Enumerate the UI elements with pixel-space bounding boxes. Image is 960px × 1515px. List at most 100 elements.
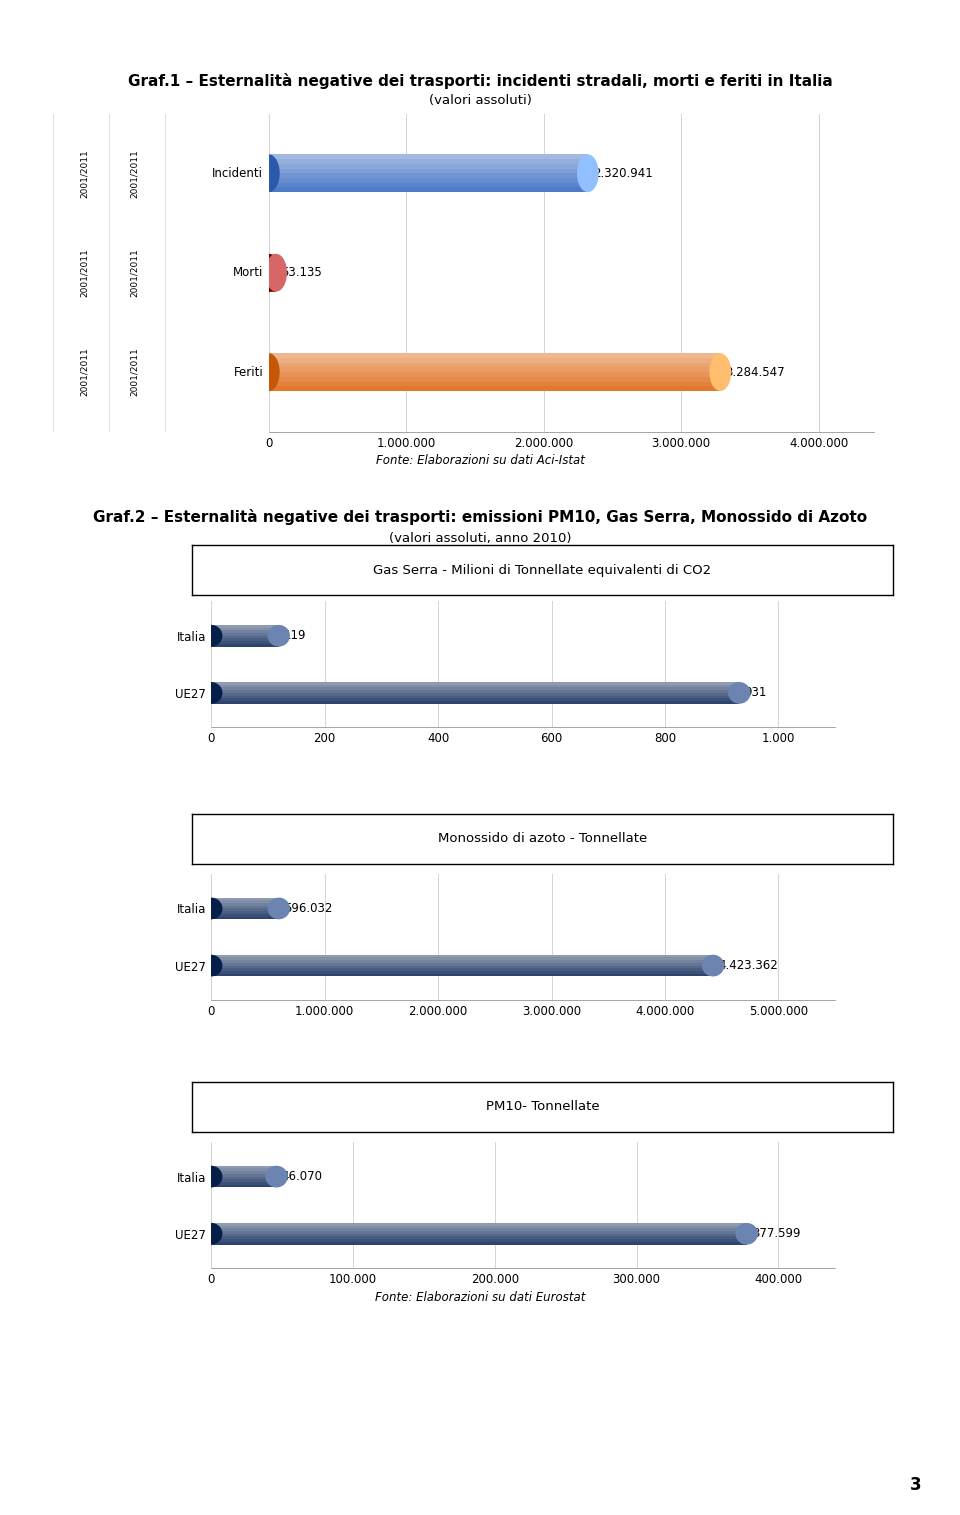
Text: 2.320.941: 2.320.941 [592, 167, 653, 180]
Bar [211, 636, 278, 638]
Text: 119: 119 [284, 629, 306, 642]
Ellipse shape [702, 954, 724, 977]
Ellipse shape [200, 1165, 223, 1188]
Bar [269, 382, 720, 386]
Bar [211, 900, 278, 903]
Bar [269, 188, 588, 192]
Ellipse shape [200, 624, 223, 647]
Bar [211, 1232, 747, 1233]
Bar [211, 971, 713, 974]
Text: 3: 3 [910, 1476, 922, 1494]
Ellipse shape [577, 155, 599, 192]
Bar [269, 173, 588, 177]
Text: 2001/2011: 2001/2011 [80, 348, 88, 397]
Bar [211, 685, 739, 688]
Text: 596.032: 596.032 [284, 901, 332, 915]
Bar [211, 688, 739, 691]
Ellipse shape [258, 353, 279, 391]
Bar [211, 968, 713, 971]
Bar [211, 691, 739, 692]
Bar [211, 682, 739, 704]
Bar [269, 373, 720, 377]
Bar [211, 1233, 747, 1236]
Text: 2001/2011: 2001/2011 [80, 148, 88, 197]
Bar [211, 1171, 276, 1174]
Bar [269, 273, 276, 277]
Bar [211, 1182, 276, 1185]
Bar [269, 259, 276, 264]
Bar [211, 698, 739, 701]
Bar [269, 159, 588, 164]
Ellipse shape [200, 954, 223, 977]
Bar [269, 183, 588, 188]
Text: 2001/2011: 2001/2011 [80, 248, 88, 297]
Bar [269, 168, 588, 173]
Bar [269, 362, 720, 368]
Text: Graf.1 – Esternalità negative dei trasporti: incidenti stradali, morti e feriti : Graf.1 – Esternalità negative dei traspo… [128, 73, 832, 89]
Bar [269, 255, 276, 259]
Ellipse shape [268, 624, 290, 647]
Ellipse shape [200, 1223, 223, 1245]
Bar [211, 644, 278, 647]
Text: PM10- Tonnellate: PM10- Tonnellate [486, 1100, 599, 1114]
Bar [211, 965, 713, 968]
Bar [211, 897, 278, 900]
Bar [211, 906, 278, 909]
Bar [211, 624, 278, 647]
Bar [211, 624, 278, 627]
Bar [269, 377, 720, 382]
Bar [211, 909, 278, 911]
Bar [269, 353, 720, 358]
Bar [211, 903, 278, 906]
Bar [269, 177, 588, 183]
Bar [211, 914, 278, 917]
Bar [211, 1174, 276, 1177]
Bar [211, 1165, 276, 1168]
Bar [211, 701, 739, 704]
Bar [269, 155, 588, 159]
Bar [211, 961, 713, 964]
Bar [269, 277, 276, 282]
Bar [211, 897, 278, 920]
Ellipse shape [200, 682, 223, 704]
Bar [269, 268, 276, 273]
Text: 2001/2011: 2001/2011 [130, 348, 138, 397]
Text: 377.599: 377.599 [752, 1227, 801, 1241]
Ellipse shape [709, 353, 732, 391]
Bar [269, 358, 720, 362]
Bar [211, 1226, 747, 1229]
Text: Fonte: Elaborazioni su dati Eurostat: Fonte: Elaborazioni su dati Eurostat [374, 1291, 586, 1304]
Text: Fonte: Elaborazioni su dati Aci-Istat: Fonte: Elaborazioni su dati Aci-Istat [375, 454, 585, 468]
Bar [211, 1177, 276, 1179]
Ellipse shape [735, 1223, 758, 1245]
Bar [211, 1168, 276, 1171]
Bar [211, 1242, 747, 1245]
Bar [211, 641, 278, 644]
Bar [211, 974, 713, 977]
Bar [211, 682, 739, 685]
Bar [211, 954, 713, 957]
Bar [211, 695, 739, 698]
Text: Monossido di azoto - Tonnellate: Monossido di azoto - Tonnellate [438, 832, 647, 845]
Bar [211, 630, 278, 633]
Bar [211, 957, 713, 961]
Text: Graf.2 – Esternalità negative dei trasporti: emissioni PM10, Gas Serra, Monossid: Graf.2 – Esternalità negative dei traspo… [93, 509, 867, 526]
Bar [211, 638, 278, 641]
Bar [211, 1185, 276, 1188]
Bar [269, 155, 588, 192]
Text: 53.135: 53.135 [281, 267, 322, 279]
Bar [211, 964, 713, 965]
Bar [211, 1223, 747, 1226]
Bar [211, 627, 278, 630]
Bar [211, 954, 713, 977]
Ellipse shape [268, 897, 290, 920]
Text: 2001/2011: 2001/2011 [130, 248, 138, 297]
Bar [211, 1179, 276, 1182]
Bar [269, 282, 276, 286]
Bar [211, 1229, 747, 1232]
Ellipse shape [200, 897, 223, 920]
Bar [269, 286, 276, 291]
Bar [211, 1236, 747, 1239]
Bar [269, 164, 588, 168]
Bar [211, 1239, 747, 1242]
